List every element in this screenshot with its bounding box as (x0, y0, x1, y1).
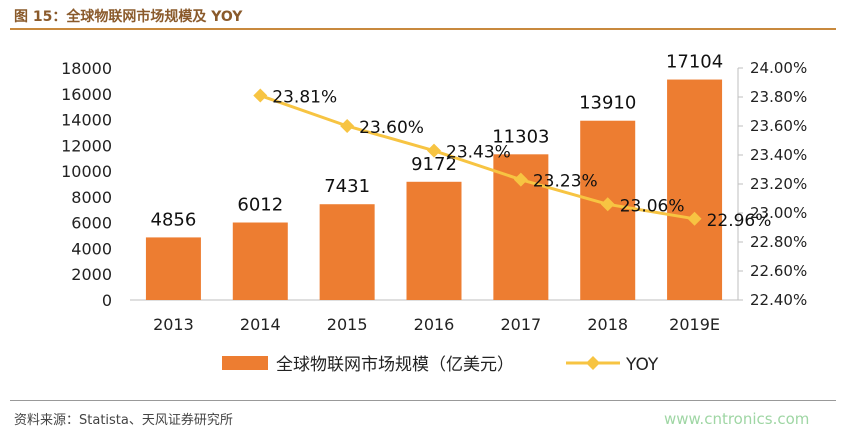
bar-value-label: 7431 (324, 176, 370, 197)
yoy-value-label: 23.43% (446, 143, 511, 163)
left-tick-label: 0 (102, 291, 112, 310)
x-tick-label: 2018 (587, 315, 628, 334)
x-tick-label: 2016 (414, 315, 455, 334)
right-tick-label: 24.00% (750, 59, 807, 77)
right-tick-label: 22.60% (750, 262, 807, 280)
line-series: 23.81% 23.60% 23.43% 23.23% 23.06% 22.96% (253, 88, 771, 231)
left-axis: 0 2000 4000 6000 8000 10000 12000 14000 16000 180… (61, 59, 112, 310)
left-tick-label: 4000 (71, 239, 112, 258)
yoy-marker (340, 119, 355, 133)
right-tick-label: 23.40% (750, 146, 807, 164)
title-rule (10, 28, 836, 30)
legend-line-label: YOY (625, 355, 659, 375)
bar-value-label: 11303 (492, 126, 549, 147)
bar-value-label: 4856 (151, 209, 197, 230)
left-tick-label: 14000 (61, 111, 112, 130)
left-tick-label: 12000 (61, 136, 112, 155)
right-tick-label: 22.40% (750, 291, 807, 309)
yoy-marker (600, 197, 615, 212)
yoy-value-label: 22.96% (707, 211, 772, 231)
bar-value-label: 9172 (411, 154, 457, 175)
source-note: 资料来源：Statista、天风证券研究所 (14, 413, 233, 428)
bar-value-label: 13910 (579, 93, 636, 114)
bar (145, 237, 201, 300)
left-tick-label: 10000 (61, 162, 112, 181)
yoy-value-label: 23.81% (272, 88, 337, 108)
x-tick-label: 2017 (500, 315, 541, 334)
yoy-marker (253, 88, 268, 103)
bar-series: 4856 6012 7431 9172 11303 13910 17104 (145, 52, 723, 301)
legend-bar-swatch (222, 356, 268, 370)
bar (667, 79, 723, 300)
x-tick-label: 2013 (153, 315, 194, 334)
left-tick-label: 2000 (71, 265, 112, 284)
yoy-line (259, 94, 695, 221)
yoy-marker (427, 143, 441, 158)
right-tick-label: 23.60% (750, 117, 807, 135)
legend-line-marker (586, 356, 600, 370)
left-tick-label: 16000 (61, 85, 112, 104)
left-tick-label: 6000 (71, 214, 112, 233)
x-tick-label: 2019E (669, 315, 720, 334)
yoy-marker (513, 172, 528, 187)
right-tick-label: 22.80% (750, 233, 807, 251)
watermark: www.cntronics.com (664, 410, 810, 428)
x-axis: 2013 2014 2015 2016 2017 2018 2019E (130, 299, 738, 334)
legend-bar-label: 全球物联网市场规模（亿美元） (276, 355, 514, 375)
x-tick-label: 2014 (240, 315, 281, 334)
bar (232, 222, 288, 300)
bar (319, 204, 375, 300)
figure-title: 图 15：全球物联网市场规模及 YOY (14, 9, 243, 25)
bar-value-label: 6012 (237, 195, 283, 216)
combo-chart: 0 2000 4000 6000 8000 10000 12000 14000 16000 180… (61, 52, 807, 375)
right-axis: 22.40% 22.60% 22.80% 23.00% 23.20% 23.40% 23.6… (737, 59, 807, 309)
x-tick-label: 2015 (327, 315, 368, 334)
bar-value-label: 17104 (666, 52, 723, 73)
footer-rule (10, 400, 836, 401)
left-tick-label: 8000 (71, 188, 112, 207)
right-tick-label: 23.80% (750, 88, 807, 106)
left-tick-label: 18000 (61, 59, 112, 78)
legend: 全球物联网市场规模（亿美元） YOY (222, 355, 659, 375)
yoy-value-label: 23.60% (359, 118, 424, 138)
bar (406, 181, 462, 300)
right-tick-label: 23.20% (750, 175, 807, 193)
right-tick-label: 23.00% (750, 204, 807, 222)
yoy-value-label: 23.06% (620, 196, 685, 216)
yoy-marker (687, 211, 702, 226)
yoy-value-label: 23.23% (533, 172, 598, 192)
